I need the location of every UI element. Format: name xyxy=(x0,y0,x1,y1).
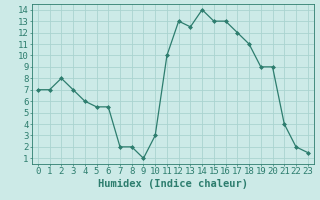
X-axis label: Humidex (Indice chaleur): Humidex (Indice chaleur) xyxy=(98,179,248,189)
